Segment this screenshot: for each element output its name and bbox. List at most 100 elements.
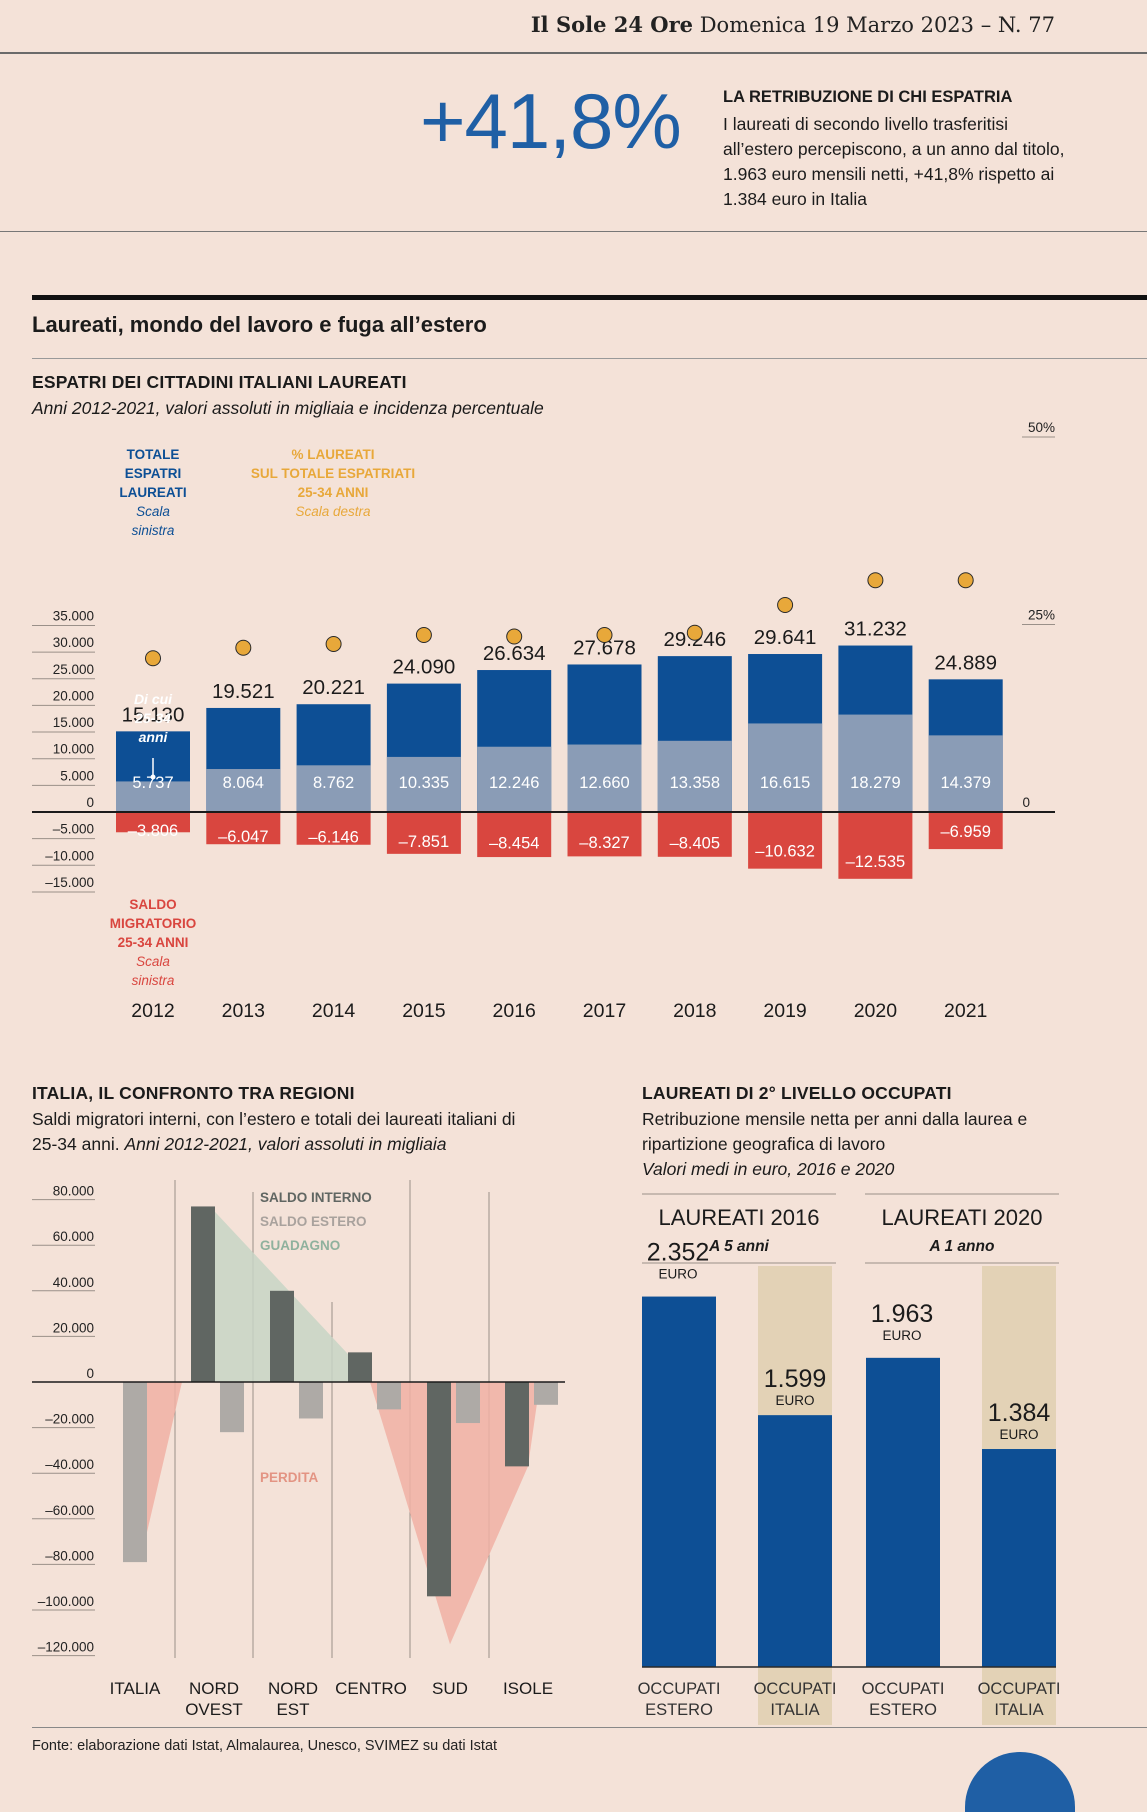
bar-25-34-anni [296, 765, 371, 812]
region-tick-label: CENTRO [335, 1679, 407, 1698]
young-value-label: 13.358 [670, 774, 720, 792]
total-value-label: 29.641 [754, 626, 817, 649]
young-value-label: 18.279 [850, 774, 900, 792]
bar-25-34-anni [386, 756, 461, 812]
divider [32, 358, 1147, 359]
year-tick-label: 2021 [944, 1000, 987, 1022]
category-background-italia [982, 1667, 1056, 1725]
saldo-value-label: –7.851 [399, 833, 449, 851]
chart1-subtitle: Anni 2012-2021, valori assoluti in migli… [32, 398, 544, 418]
corner-badge [965, 1752, 1075, 1812]
bar-saldo-interno [505, 1382, 529, 1467]
y-axis-tick-label: 60.000 [53, 1229, 94, 1244]
bar-unit-label: EURO [882, 1328, 921, 1343]
bar-retribuzione [866, 1357, 940, 1667]
bar-25-34-anni [567, 744, 642, 812]
legend-pct-label: 25-34 ANNI [298, 485, 369, 500]
pct-dot [867, 572, 884, 589]
year-tick-label: 2014 [312, 1000, 356, 1022]
bar-saldo-estero [220, 1382, 244, 1433]
left-axis-tick-label: 25.000 [53, 662, 94, 677]
saldo-value-label: –8.405 [670, 834, 720, 852]
y-axis-tick-label: –60.000 [45, 1503, 94, 1518]
total-value-label: 24.889 [934, 651, 997, 674]
category-tick-label: ESTERO [645, 1701, 713, 1719]
chart3-subtitle: Retribuzione mensile netta per anni dall… [642, 1107, 1082, 1182]
legend-saldo-label: MIGRATORIO [110, 916, 197, 931]
chart2-title: ITALIA, IL CONFRONTO TRA REGIONI [32, 1083, 355, 1103]
perdita-area [370, 1382, 540, 1645]
bar-saldo-migratorio [748, 812, 823, 869]
saldo-value-label: –8.454 [489, 835, 539, 853]
masthead-issue: – N. 77 [980, 13, 1055, 37]
legend-young-label: 25-34 [134, 710, 171, 726]
chart-regioni: 80.000 60.000 40.000 20.000 0 –20.000 –40.000 –… [32, 1180, 565, 1719]
legend-saldo-label: SALDO [129, 897, 176, 912]
y-axis-tick-label: –80.000 [45, 1548, 94, 1563]
bar-value-label: 2.352 [647, 1239, 710, 1267]
category-tick-label: OCCUPATI [978, 1680, 1061, 1698]
divider [0, 231, 1147, 232]
pct-dot [145, 650, 161, 667]
bar-saldo-migratorio [296, 812, 371, 845]
pct-dot [686, 624, 703, 641]
group-subtitle: A 5 anni [708, 1238, 769, 1255]
left-axis-tick-label: 35.000 [53, 608, 94, 623]
total-value-label: 26.634 [483, 642, 546, 665]
section-title: Laureati, mondo del lavoro e fuga all’es… [32, 312, 487, 337]
masthead-date: Domenica 19 Marzo 2023 [699, 13, 975, 37]
saldo-value-label: –10.632 [755, 843, 815, 861]
young-value-label: 16.615 [760, 774, 810, 792]
left-axis-tick-label: –15.000 [45, 875, 94, 890]
masthead-brand: Il Sole 24 Ore [530, 12, 694, 37]
legend-totale-note: sinistra [132, 523, 175, 538]
left-axis-tick-label: 15.000 [53, 715, 94, 730]
year-tick-label: 2019 [763, 1000, 806, 1022]
total-value-label: 15.130 [122, 703, 185, 726]
category-tick-label: OCCUPATI [754, 1680, 837, 1698]
bar-retribuzione [642, 1296, 716, 1667]
region-tick-label: SUD [432, 1679, 468, 1698]
chart2-subtitle-text: Saldi migratori interni, con l’estero e … [32, 1109, 516, 1154]
y-axis-tick-label: 80.000 [53, 1184, 94, 1199]
chart-espatri: 35.000 30.000 25.000 20.000 15.000 10.000 5.00… [32, 420, 1055, 1022]
bar-saldo-migratorio [838, 812, 913, 879]
masthead-text: Il Sole 24 Ore Domenica 19 Marzo 2023 – … [531, 12, 1055, 37]
category-tick-label: ITALIA [770, 1701, 819, 1719]
group-title: LAUREATI 2020 [881, 1205, 1042, 1230]
group-title: LAUREATI 2016 [658, 1205, 819, 1230]
year-tick-label: 2020 [854, 1000, 898, 1022]
y-axis-tick-label: –20.000 [45, 1412, 94, 1427]
total-value-label: 19.521 [212, 680, 275, 703]
bar-saldo-estero [456, 1382, 480, 1424]
legend-saldo-note: Scala [136, 954, 170, 969]
pct-dot [325, 636, 342, 652]
bar-value-label: 1.963 [871, 1300, 934, 1328]
saldo-value-label: –6.146 [308, 828, 358, 846]
bar-25-34-anni [657, 740, 732, 812]
bar-unit-label: EURO [999, 1427, 1038, 1442]
region-tick-label: NORD [268, 1679, 318, 1698]
bar-saldo-migratorio [386, 812, 461, 854]
region-tick-label: ITALIA [110, 1679, 161, 1698]
saldo-value-label: –6.047 [218, 828, 268, 846]
region-tick-label: EST [276, 1700, 309, 1719]
legend-young-label: Di cui [134, 691, 173, 707]
bar-25-34-anni [838, 714, 913, 812]
bar-saldo-estero [299, 1382, 323, 1419]
left-axis-tick-label: 10.000 [53, 742, 94, 757]
legend-perdita: PERDITA [260, 1470, 319, 1485]
chart2-subtitle-italic: Anni 2012-2021, valori assoluti in migli… [124, 1134, 447, 1154]
bar-value-label: 1.384 [988, 1399, 1051, 1427]
bar-25-34-anni [116, 781, 190, 812]
group-subtitle: A 1 anno [929, 1238, 995, 1255]
headline-title: LA RETRIBUZIONE DI CHI ESPATRIA [723, 88, 1013, 106]
total-value-label: 27.678 [573, 636, 636, 659]
bar-saldo-estero [534, 1382, 558, 1405]
y-axis-tick-label: 0 [86, 1366, 94, 1381]
bar-25-34-anni [928, 735, 1003, 812]
legend-totale-note: Scala [136, 504, 170, 519]
legend-saldo-label: 25-34 ANNI [118, 935, 189, 950]
chart-retribuzione: LAUREATI 2016 A 5 anni LAUREATI 2020 A 1 an… [638, 1193, 1061, 1725]
year-tick-label: 2012 [131, 1000, 174, 1022]
